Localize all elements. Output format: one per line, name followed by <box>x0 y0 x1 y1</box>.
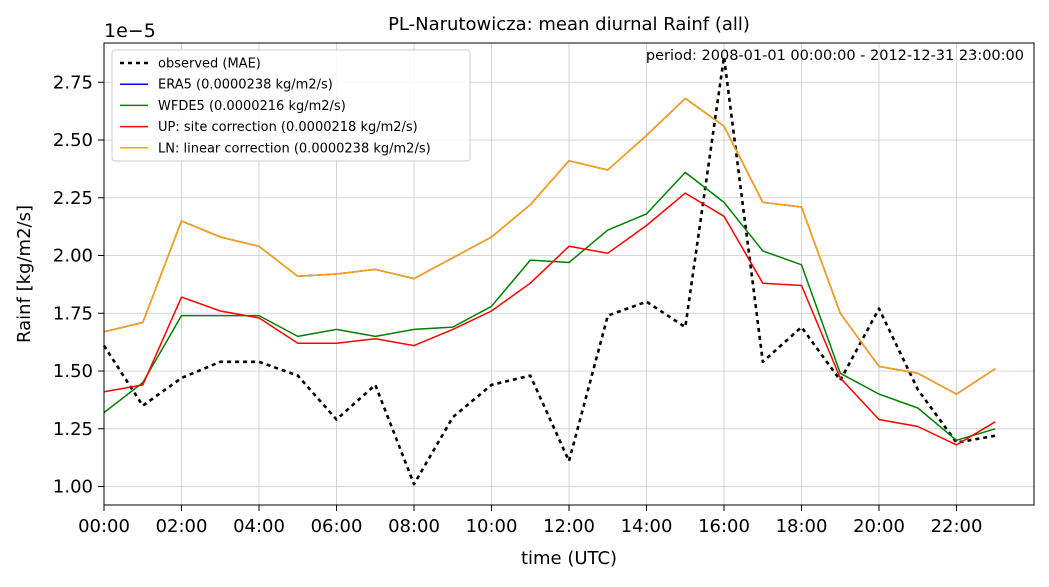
x-tick-label: 02:00 <box>156 516 208 537</box>
x-tick-label: 00:00 <box>78 516 130 537</box>
legend-label: WFDE5 (0.0000216 kg/m2/s) <box>158 99 346 114</box>
x-tick-label: 20:00 <box>853 516 905 537</box>
x-tick-label: 10:00 <box>466 516 518 537</box>
y-axis: 1.00 1.25 1.50 1.75 2.00 2.25 2.50 2.75 <box>53 72 104 498</box>
x-tick-label: 12:00 <box>543 516 595 537</box>
y-tick-label: 2.00 <box>53 246 93 267</box>
x-tick-label: 04:00 <box>233 516 285 537</box>
series-line <box>103 97 996 395</box>
period-annotation: period: 2008-01-01 00:00:00 - 2012-12-31… <box>646 48 1024 64</box>
x-tick-label: 08:00 <box>388 516 440 537</box>
x-axis-label: time (UTC) <box>521 548 617 569</box>
y-tick-label: 1.75 <box>53 303 93 324</box>
series-line <box>103 171 996 442</box>
legend: observed (MAE) ERA5 (0.0000238 kg/m2/s) WF… <box>111 49 471 162</box>
x-axis: 00:00 02:00 04:00 06:00 08:00 10:00 12:00 14:00… <box>78 505 982 537</box>
x-tick-label: 22:00 <box>931 516 983 537</box>
legend-box <box>111 49 471 162</box>
chart-title: PL-Narutowicza: mean diurnal Rainf (all) <box>388 14 750 35</box>
x-tick-label: 18:00 <box>776 516 828 537</box>
series-line <box>103 192 996 446</box>
x-tick-label: 16:00 <box>698 516 750 537</box>
y-axis-offset-label: 1e−5 <box>104 20 156 42</box>
y-tick-label: 2.75 <box>53 72 93 93</box>
x-tick-label: 06:00 <box>311 516 363 537</box>
series-lines <box>102 55 996 486</box>
legend-label: LN: linear correction (0.0000238 kg/m2/s… <box>158 141 431 156</box>
y-tick-label: 1.25 <box>53 419 93 440</box>
y-tick-label: 2.25 <box>53 188 93 209</box>
y-axis-label: Rainf [kg/m2/s] <box>14 205 35 343</box>
legend-label: ERA5 (0.0000238 kg/m2/s) <box>158 78 333 93</box>
y-tick-label: 1.00 <box>53 477 93 498</box>
legend-label: observed (MAE) <box>158 57 261 72</box>
legend-label: UP: site correction (0.0000218 kg/m2/s) <box>158 120 418 135</box>
x-tick-label: 14:00 <box>621 516 673 537</box>
series-line <box>102 55 996 486</box>
y-tick-label: 2.50 <box>53 130 93 151</box>
y-tick-label: 1.50 <box>53 361 93 382</box>
